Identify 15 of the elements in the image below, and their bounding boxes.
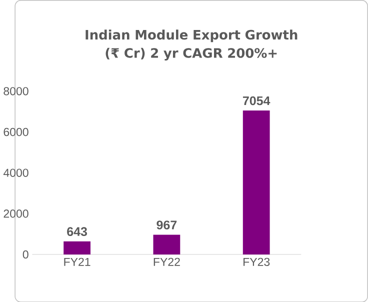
y-tick-label: 6000: [4, 128, 28, 136]
y-tick-label: 0: [22, 250, 28, 258]
chart-title: Indian Module Export Growth (₹ Cr) 2 yr CAGR 200%+: [86, 29, 298, 60]
data-label: 967: [156, 220, 177, 230]
bar: [64, 241, 90, 254]
y-tick-label: 4000: [3, 168, 28, 177]
x-tick-label: FY21: [64, 258, 90, 266]
bar: [242, 110, 270, 254]
data-label: 643: [67, 226, 88, 236]
y-tick-label: 8000: [4, 86, 28, 96]
x-tick-label: FY23: [244, 258, 270, 266]
bar: [153, 234, 180, 254]
data-label: 7054: [243, 96, 270, 105]
y-tick-label: 2000: [4, 209, 28, 218]
x-tick-label: FY22: [154, 258, 180, 266]
